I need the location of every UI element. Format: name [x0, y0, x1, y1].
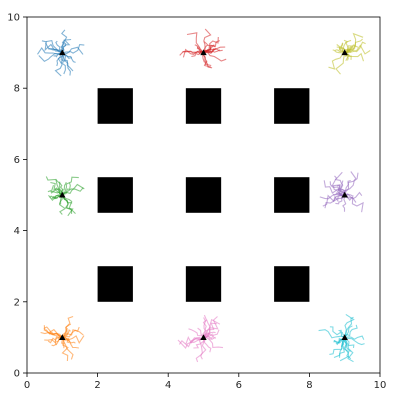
trajectory-bundle-1: [37, 29, 85, 77]
trajectory-path: [62, 46, 84, 55]
trajectory-path: [334, 171, 346, 196]
trajectory-path: [62, 336, 76, 344]
trajectory-path: [54, 52, 63, 77]
trajectory-path: [61, 326, 80, 338]
trajectory-path: [203, 318, 221, 338]
trajectory-path: [202, 52, 213, 69]
trajectory-path: [344, 336, 365, 346]
plot-frame: [26, 16, 381, 374]
trajectory-path: [344, 192, 354, 197]
trajectory-path: [344, 52, 365, 62]
x-tick-label: 0: [24, 380, 30, 391]
trajectories-layer: [37, 28, 371, 363]
goal-marker-3: [341, 49, 348, 56]
goal-marker-1: [59, 49, 66, 56]
obstacle-5: [185, 177, 222, 213]
trajectory-path: [322, 194, 345, 207]
trajectory-path: [344, 39, 352, 53]
trajectory-path: [335, 52, 346, 75]
y-tick-label: 0: [14, 369, 20, 380]
trajectory-path: [62, 187, 84, 196]
trajectory-path: [344, 325, 353, 338]
trajectory-path: [179, 50, 204, 56]
trajectory-path: [329, 181, 346, 196]
trajectory-path: [59, 194, 67, 215]
trajectory-path: [61, 337, 79, 349]
trajectory-path: [50, 185, 63, 196]
trajectory-path: [344, 194, 357, 203]
y-tick-label: 8: [14, 84, 20, 95]
obstacle-8: [185, 266, 222, 302]
goal-marker-7: [200, 334, 207, 340]
trajectory-path: [344, 41, 366, 54]
trajectory-path: [344, 44, 371, 55]
trajectory-path: [344, 316, 354, 338]
trajectory-path: [333, 337, 346, 359]
trajectory-path: [61, 52, 74, 72]
trajectory-path: [344, 172, 359, 196]
obstacle-3: [274, 88, 310, 124]
trajectory-path: [203, 44, 216, 53]
obstacle-4: [97, 177, 133, 213]
obstacles-layer: [97, 88, 310, 302]
trajectory-path: [188, 328, 204, 338]
trajectory-path: [61, 183, 85, 196]
trajectory-path: [336, 44, 345, 54]
x-tick-label: 8: [306, 380, 312, 391]
trajectory-bundle-2: [179, 28, 227, 69]
trajectory-path: [60, 39, 66, 53]
goal-marker-5: [341, 191, 348, 198]
trajectory-path: [344, 335, 365, 340]
y-tick-label: 2: [14, 297, 20, 308]
y-tick-label: 4: [14, 226, 20, 237]
trajectory-path: [342, 194, 347, 212]
goal-marker-2: [200, 49, 207, 56]
trajectory-path: [61, 176, 79, 196]
x-tick-label: 2: [94, 380, 100, 391]
obstacle-1: [97, 88, 133, 124]
goal-marker-6: [59, 334, 66, 340]
x-axis: 0 2 4 6 8 10: [24, 373, 387, 391]
obstacle-6: [274, 177, 310, 213]
x-tick-label: 6: [236, 380, 242, 391]
trajectory-path: [202, 28, 212, 53]
trajectory-path: [62, 44, 85, 55]
x-tick-label: 10: [374, 380, 387, 391]
trajectory-bundle-7: [177, 314, 224, 363]
trajectory-path: [61, 337, 69, 362]
x-tick-label: 4: [165, 380, 171, 391]
goal-marker-8: [341, 334, 348, 340]
trajectory-bundle-8: [318, 313, 365, 363]
trajectory-path: [202, 52, 212, 67]
trajectory-path: [43, 326, 63, 338]
trajectory-path: [191, 51, 204, 58]
trajectory-path: [45, 42, 63, 54]
goal-marker-4: [59, 191, 66, 198]
trajectory-path: [185, 336, 204, 345]
y-axis: 0 2 4 6 8 10: [7, 13, 27, 380]
trajectory-path: [318, 329, 345, 339]
trajectory-path: [45, 176, 63, 196]
obstacle-9: [274, 266, 310, 302]
trajectory-path: [202, 317, 207, 338]
trajectory-path: [61, 29, 68, 53]
goal-markers-layer: [59, 49, 348, 340]
trajectory-bundle-4: [45, 176, 85, 217]
trajectory-path: [343, 337, 352, 360]
trajectory-bundle-5: [319, 171, 364, 213]
trajectory-bundle-3: [328, 32, 371, 75]
obstacle-2: [185, 88, 222, 124]
y-tick-label: 6: [14, 155, 20, 166]
y-tick-label: 10: [7, 13, 20, 24]
trajectory-path: [44, 336, 63, 344]
trajectory-path: [344, 32, 364, 54]
trajectory-path: [38, 52, 63, 62]
trajectory-path: [200, 337, 205, 360]
trajectory-path: [186, 32, 204, 53]
trajectory-path: [203, 336, 224, 349]
trajectory-path: [203, 329, 220, 338]
obstacle-7: [97, 266, 133, 302]
